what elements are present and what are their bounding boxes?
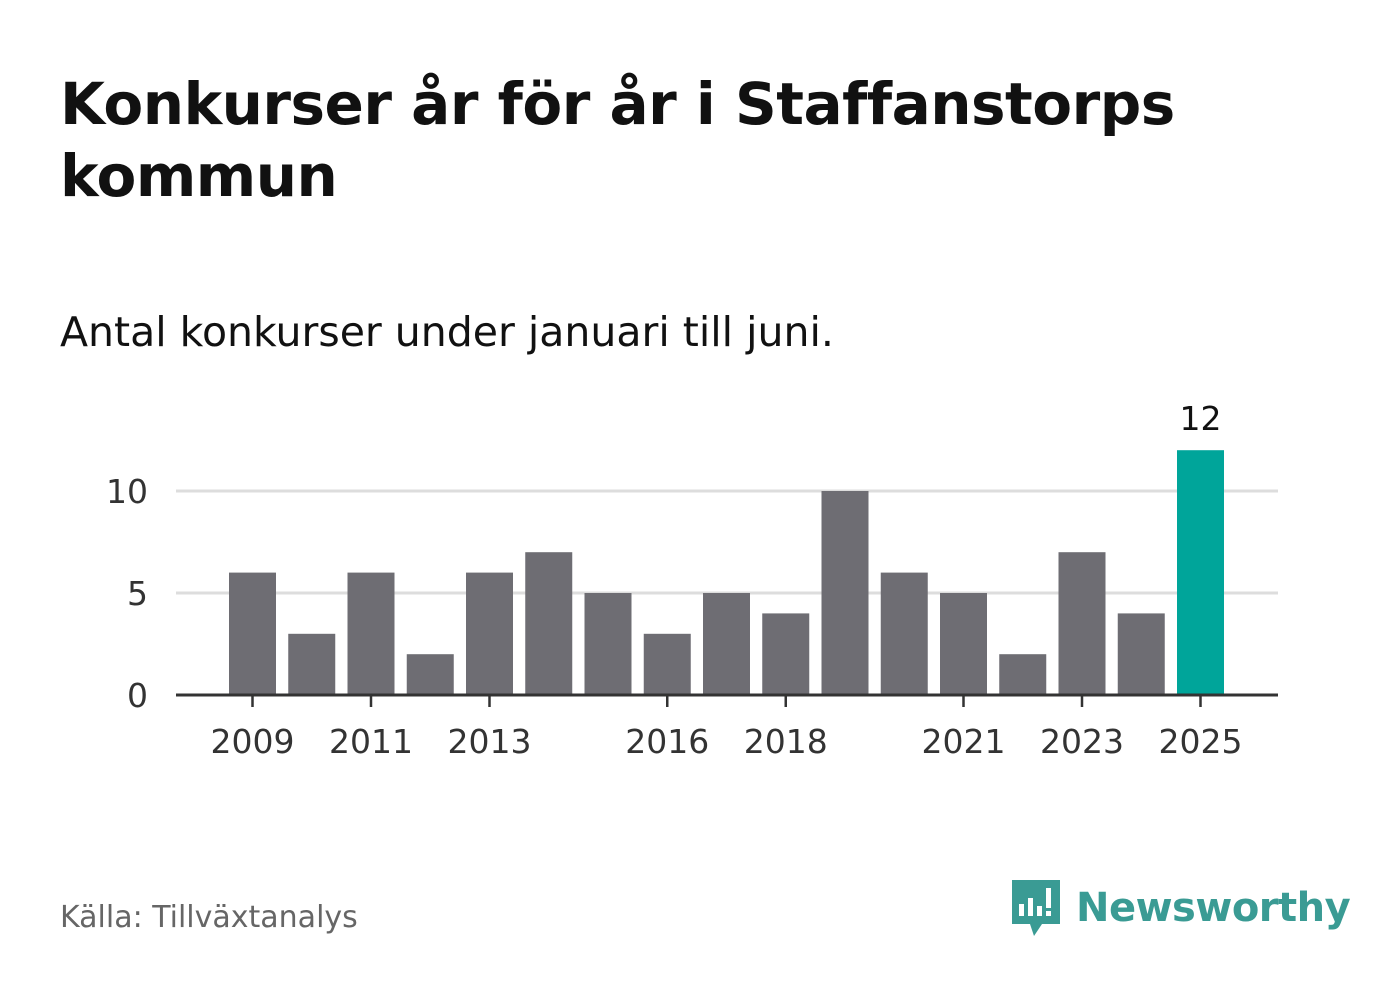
x-tick-label: 2018: [744, 722, 828, 761]
brand-logo[interactable]: Newsworthy: [1010, 878, 1351, 938]
y-tick-label: 0: [127, 676, 148, 715]
grid-lines: [176, 489, 1278, 595]
x-tick-label: 2025: [1159, 722, 1243, 761]
y-tick-label: 5: [127, 574, 148, 613]
bar-2025: [1177, 450, 1224, 695]
x-tick-label: 2009: [211, 722, 295, 761]
chart-subtitle: Antal konkurser under januari till juni.: [60, 308, 834, 356]
bar-2015: [584, 593, 632, 695]
bar-2012: [406, 654, 454, 695]
bar-2011: [347, 572, 395, 695]
bar-2023: [1058, 552, 1106, 695]
newsworthy-logo-icon: [1012, 880, 1060, 936]
x-tick-label: 2013: [448, 722, 532, 761]
x-tick-label: 2011: [329, 722, 413, 761]
x-tick-label: 2023: [1040, 722, 1124, 761]
chart-title: Konkurser år för år i Staffanstorps komm…: [60, 70, 1175, 210]
bar-2013: [466, 572, 513, 695]
source-note: Källa: Tillväxtanalys: [60, 900, 358, 935]
bar-2010: [288, 633, 336, 695]
x-tick-label: 2016: [625, 722, 709, 761]
bar-2024: [1117, 613, 1165, 695]
data-label-2025: 12: [1180, 399, 1222, 438]
brand-name: Newsworthy: [1076, 885, 1351, 931]
x-tick-label: 2021: [922, 722, 1006, 761]
bar-2021: [940, 593, 987, 695]
bar-2014: [525, 552, 573, 695]
bars: [229, 450, 1224, 695]
bar-2009: [229, 572, 276, 695]
bar-2019: [821, 491, 869, 695]
x-axis: [176, 693, 1278, 707]
bar-2018: [762, 613, 810, 695]
y-tick-label: 10: [106, 472, 148, 511]
bar-2020: [880, 572, 928, 695]
labels: 0 5 10 12 2009 2011 2013 2016 2018 2021 2023 2025: [106, 399, 1242, 761]
bar-2017: [703, 593, 750, 695]
bar-2022: [999, 654, 1047, 695]
bar-chart: 0 5 10 12 2009 2011 2013 2016 2018 2021 2023 2025: [106, 399, 1278, 761]
bar-2016: [643, 633, 691, 695]
